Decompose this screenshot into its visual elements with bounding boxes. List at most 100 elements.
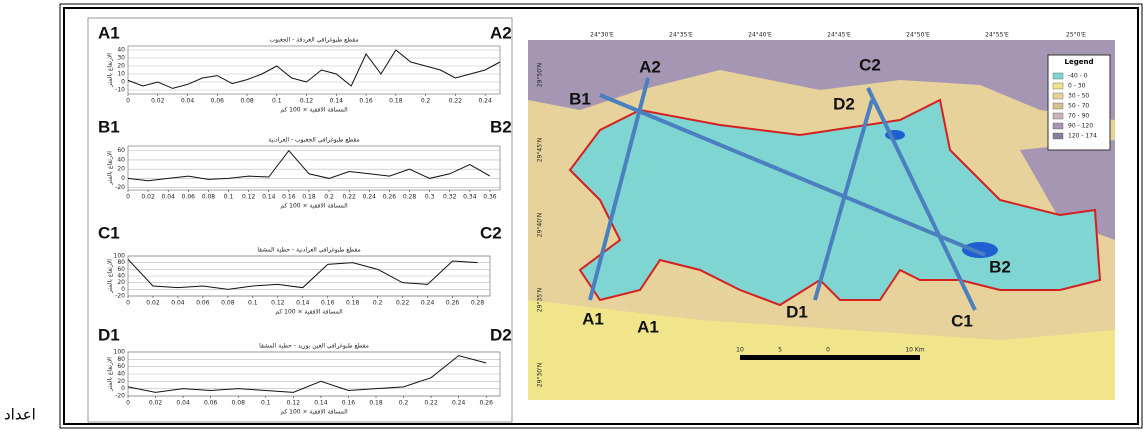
- x-tick-label: 0.06: [204, 400, 218, 407]
- x-tick-label: 0.04: [181, 98, 195, 105]
- longitude-label: 24°40'E: [748, 32, 772, 39]
- legend-item: 120 - 174: [1068, 133, 1097, 140]
- y-tick-label: 0: [121, 79, 125, 86]
- longitude-label: 24°45'E: [827, 32, 851, 39]
- y-axis-label: الارتفاع بالمتر: [107, 357, 114, 392]
- x-tick-label: 0.14: [330, 98, 344, 105]
- x-tick-label: 0.1: [224, 194, 234, 201]
- x-axis-label: المسافة الافقية × 100 كم: [280, 107, 348, 114]
- x-tick-label: 0.1: [261, 400, 271, 407]
- x-tick-label: 0.12: [300, 98, 314, 105]
- map-label: B2: [989, 257, 1011, 276]
- legend-swatch: [1053, 83, 1063, 89]
- map-label: A1: [582, 309, 604, 328]
- longitude-label: 24°50'E: [906, 32, 930, 39]
- x-tick-label: 0.26: [446, 300, 460, 307]
- longitude-label: 24°55'E: [985, 32, 1009, 39]
- chart-title: مقطع طبوغرافي العرادنية - حطية المشقا: [257, 247, 360, 254]
- scale-bar: [740, 355, 920, 360]
- y-tick-label: 60: [117, 266, 125, 273]
- x-tick-label: 0.24: [478, 98, 492, 105]
- latitude-label: 29°30'N: [537, 363, 544, 387]
- map-label: A2: [639, 57, 661, 76]
- x-axis-label: المسافة الافقية × 100 كم: [280, 203, 348, 210]
- legend-item: 0 - 30: [1068, 83, 1086, 90]
- x-tick-label: 0.16: [342, 400, 356, 407]
- x-tick-label: 0.28: [403, 194, 417, 201]
- x-tick-label: 0.04: [171, 300, 185, 307]
- x-tick-label: 0.16: [359, 98, 373, 105]
- x-tick-label: 0.06: [211, 98, 225, 105]
- x-tick-label: 0.2: [324, 194, 334, 201]
- legend-swatch: [1053, 113, 1063, 119]
- y-tick-label: -20: [115, 293, 125, 300]
- x-axis-label: المسافة الافقية × 100 كم: [275, 309, 343, 316]
- profile-end-label: B2: [490, 117, 512, 136]
- y-axis-label: الارتفاع بالمتر: [107, 53, 114, 88]
- x-tick-label: 0.2: [399, 400, 409, 407]
- x-tick-label: 0.36: [483, 194, 497, 201]
- legend-item: 70 - 90: [1068, 113, 1089, 120]
- y-tick-label: 80: [117, 259, 125, 266]
- scale-label: 10: [736, 347, 744, 354]
- legend-item: 30 - 50: [1068, 93, 1089, 100]
- latitude-label: 29°45'N: [537, 138, 544, 162]
- map-label: A1: [637, 317, 659, 336]
- y-tick-label: -20: [115, 184, 125, 191]
- x-tick-label: 0.2: [421, 98, 431, 105]
- y-tick-label: -20: [115, 393, 125, 400]
- y-tick-label: 40: [117, 273, 125, 280]
- profile-start-label: B1: [98, 117, 120, 136]
- x-tick-label: 0.24: [452, 400, 466, 407]
- profile-start-label: D1: [98, 325, 120, 344]
- x-tick-label: 0.12: [242, 194, 256, 201]
- legend-swatch: [1053, 73, 1063, 79]
- legend-swatch: [1053, 123, 1063, 129]
- x-tick-label: 0: [126, 98, 130, 105]
- x-axis-label: المسافة الافقية × 100 كم: [280, 409, 348, 416]
- x-tick-label: 0.22: [424, 400, 438, 407]
- legend-swatch: [1053, 93, 1063, 99]
- x-tick-label: 0.12: [271, 300, 285, 307]
- x-tick-label: 0.06: [182, 194, 196, 201]
- footer-text: اعداد: [4, 406, 36, 424]
- x-tick-label: 0.3: [425, 194, 435, 201]
- y-tick-label: 0: [121, 175, 125, 182]
- x-tick-label: 0.14: [262, 194, 276, 201]
- scale-label: 5: [778, 347, 782, 354]
- x-tick-label: 0.16: [321, 300, 335, 307]
- y-tick-label: 40: [117, 156, 125, 163]
- y-tick-label: 40: [117, 47, 125, 54]
- map-label: C2: [859, 55, 881, 74]
- scale-label: 0: [826, 347, 830, 354]
- latitude-label: 29°40'N: [537, 213, 544, 237]
- y-tick-label: 100: [114, 349, 126, 356]
- x-tick-label: 0.18: [369, 400, 383, 407]
- x-tick-label: 0.08: [221, 300, 235, 307]
- x-tick-label: 0.26: [480, 400, 494, 407]
- x-tick-label: 0.04: [176, 400, 190, 407]
- longitude-label: 24°30'E: [590, 32, 614, 39]
- y-axis-label: الارتفاع بالمتر: [107, 259, 114, 294]
- x-tick-label: 0.08: [240, 98, 254, 105]
- x-tick-label: 0.24: [421, 300, 435, 307]
- latitude-label: 29°35'N: [537, 288, 544, 312]
- y-tick-label: 60: [117, 147, 125, 154]
- x-tick-label: 0.02: [146, 300, 160, 307]
- x-tick-label: 0.1: [248, 300, 258, 307]
- x-tick-label: 0.18: [389, 98, 403, 105]
- y-tick-label: 20: [117, 166, 125, 173]
- x-tick-label: 0.02: [151, 98, 165, 105]
- x-tick-label: 0.18: [346, 300, 360, 307]
- legend-swatch: [1053, 103, 1063, 109]
- latitude-label: 29°50'N: [537, 63, 544, 87]
- y-tick-label: 100: [114, 253, 126, 260]
- map-label: B1: [569, 89, 591, 108]
- y-tick-label: 20: [117, 279, 125, 286]
- y-axis-label: الارتفاع بالمتر: [107, 151, 114, 186]
- x-tick-label: 0.28: [471, 300, 485, 307]
- x-tick-label: 0.02: [149, 400, 163, 407]
- x-tick-label: 0.14: [296, 300, 310, 307]
- figure: اعداد 24°30'E24°35'E24°40'E24°45'E24°50'…: [0, 0, 1148, 430]
